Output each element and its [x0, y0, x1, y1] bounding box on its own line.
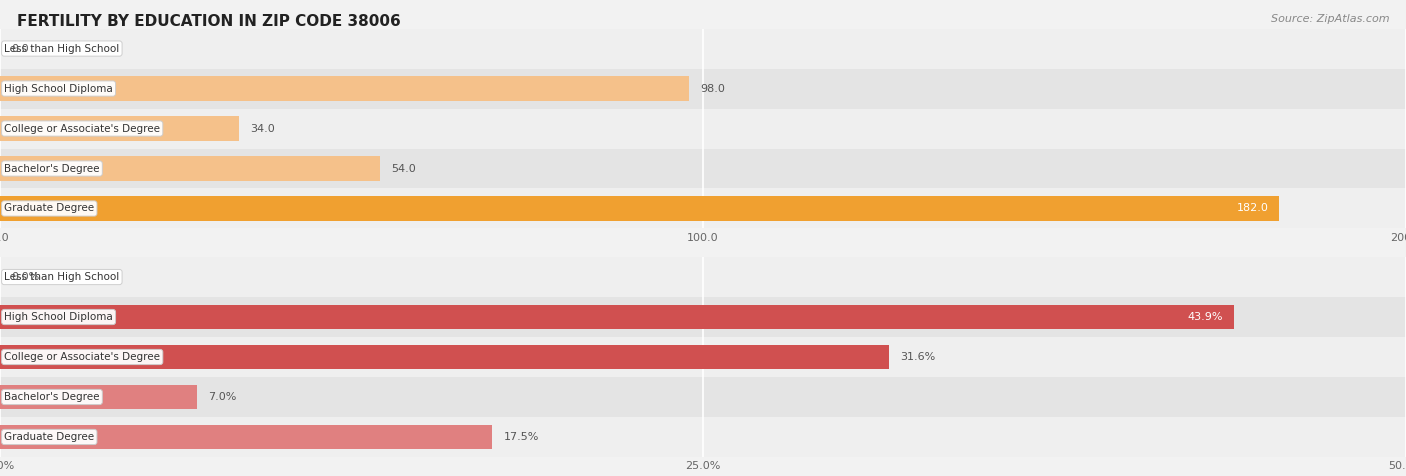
Bar [0, 29, 1406, 69]
Bar [0, 345, 889, 369]
Text: 0.0%: 0.0% [11, 272, 39, 282]
Text: 0.0: 0.0 [11, 43, 30, 54]
Bar [0, 116, 239, 141]
Bar [0, 76, 689, 101]
Text: College or Associate's Degree: College or Associate's Degree [4, 123, 160, 134]
Bar [0, 305, 1234, 329]
Text: Bachelor's Degree: Bachelor's Degree [4, 392, 100, 402]
Text: High School Diploma: High School Diploma [4, 83, 112, 94]
Text: College or Associate's Degree: College or Associate's Degree [4, 352, 160, 362]
Bar [0, 337, 1406, 377]
Text: 54.0: 54.0 [391, 163, 416, 174]
Text: Source: ZipAtlas.com: Source: ZipAtlas.com [1271, 14, 1389, 24]
Bar [0, 417, 1406, 457]
Bar [0, 188, 1406, 228]
Text: High School Diploma: High School Diploma [4, 312, 112, 322]
Bar [0, 257, 1406, 297]
Text: 31.6%: 31.6% [900, 352, 935, 362]
Text: 17.5%: 17.5% [503, 432, 538, 442]
Text: Graduate Degree: Graduate Degree [4, 203, 94, 214]
Text: 34.0: 34.0 [250, 123, 276, 134]
Text: 182.0: 182.0 [1236, 203, 1268, 214]
Bar [0, 377, 1406, 417]
Text: Less than High School: Less than High School [4, 43, 120, 54]
Bar [0, 297, 1406, 337]
Bar [0, 425, 492, 449]
Text: Graduate Degree: Graduate Degree [4, 432, 94, 442]
Text: 43.9%: 43.9% [1188, 312, 1223, 322]
Bar [0, 69, 1406, 109]
Text: Bachelor's Degree: Bachelor's Degree [4, 163, 100, 174]
Bar [0, 149, 1406, 188]
Text: Less than High School: Less than High School [4, 272, 120, 282]
Text: 98.0: 98.0 [700, 83, 725, 94]
Bar [0, 196, 1279, 221]
Bar [0, 156, 380, 181]
Bar [0, 109, 1406, 149]
Bar [0, 385, 197, 409]
Text: FERTILITY BY EDUCATION IN ZIP CODE 38006: FERTILITY BY EDUCATION IN ZIP CODE 38006 [17, 14, 401, 30]
Text: 7.0%: 7.0% [208, 392, 236, 402]
